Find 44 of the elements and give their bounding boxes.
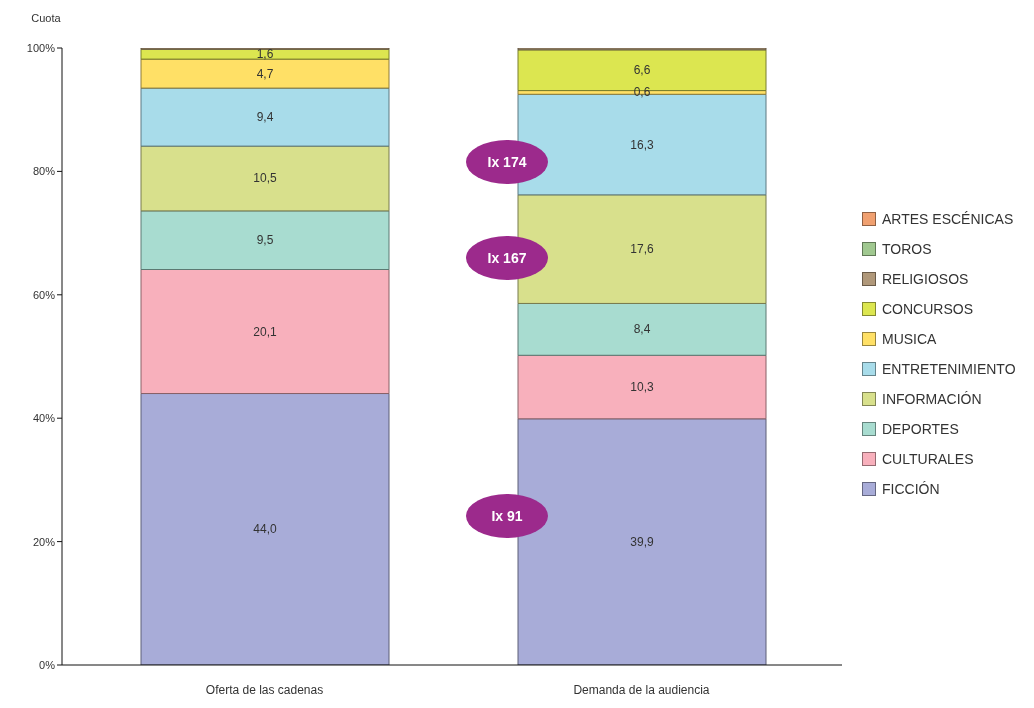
legend-label: MUSICA	[882, 330, 937, 348]
data-label: 8,4	[633, 322, 651, 337]
legend-label: CONCURSOS	[882, 300, 974, 318]
bar	[140, 87, 390, 147]
x-tick-label: Oferta de las cadenas	[205, 682, 324, 697]
legend-label: INFORMACIÓN	[882, 390, 982, 408]
data-label: 6,6	[633, 63, 651, 78]
bar	[140, 393, 390, 665]
legend-label: RELIGIOSOS	[882, 270, 969, 288]
annotation: Ix 167	[487, 250, 527, 266]
bar	[517, 354, 767, 420]
annotation: Ix 174	[487, 154, 527, 170]
data-label: 20,1	[253, 324, 277, 339]
legend-label: ENTRETENIMIENTO	[882, 360, 1016, 378]
bar	[140, 145, 390, 212]
y-tick-label: 80%	[32, 165, 56, 178]
bar	[140, 210, 390, 270]
data-label: 16,3	[630, 137, 654, 152]
data-label: 39,9	[630, 534, 654, 549]
data-label: 10,5	[253, 171, 277, 186]
x-tick-label: Demanda de la audiencia	[573, 682, 710, 697]
y-tick-label: 20%	[32, 535, 56, 548]
legend-label: FICCIÓN	[882, 480, 940, 498]
bar	[140, 48, 390, 60]
data-label: 9,4	[256, 110, 274, 125]
bar	[140, 58, 390, 89]
data-label: 17,6	[630, 242, 654, 257]
y-axis-title: Cuota	[31, 12, 62, 24]
legend-label: DEPORTES	[882, 420, 959, 438]
legend-label: ARTES ESCÉNICAS	[882, 210, 1014, 228]
bar	[517, 302, 767, 356]
y-tick-label: 40%	[32, 412, 56, 425]
y-tick-label: 100%	[26, 41, 56, 54]
data-label: 4,7	[256, 66, 274, 81]
data-label: 9,5	[256, 233, 274, 248]
data-label: 10,3	[630, 380, 654, 395]
bar	[140, 269, 390, 395]
data-label: 44,0	[253, 522, 277, 537]
y-tick-label: 0%	[39, 658, 56, 671]
legend-label: CULTURALES	[882, 450, 974, 468]
annotation: Ix 91	[491, 508, 523, 524]
legend-label: TOROS	[882, 240, 932, 258]
y-tick-label: 60%	[32, 288, 56, 301]
data-label: 1,6	[256, 47, 274, 62]
